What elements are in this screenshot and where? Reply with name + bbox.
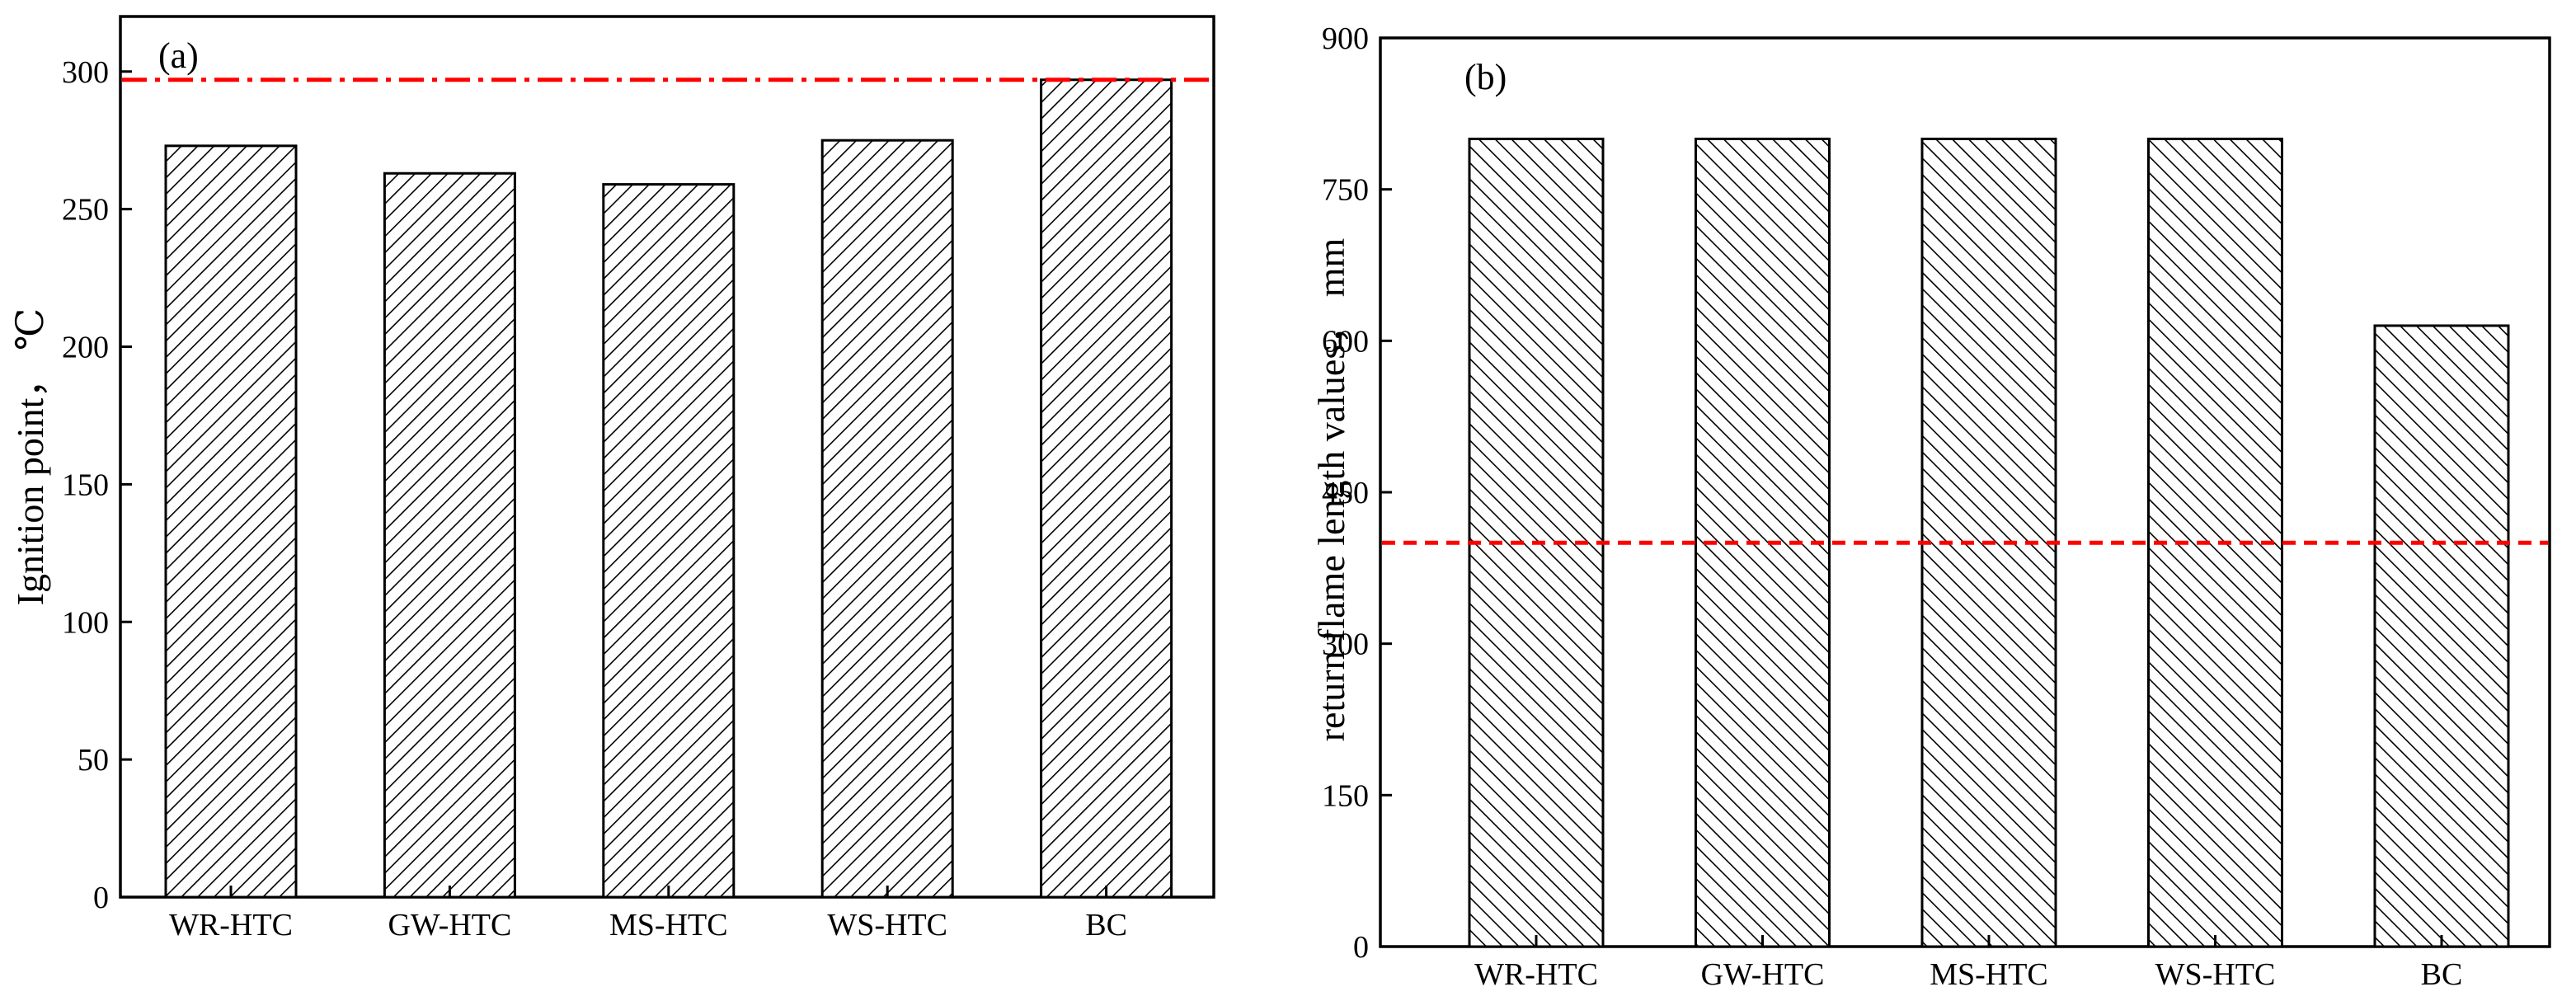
panel-b-xtick-label: WR-HTC xyxy=(1474,957,1598,992)
panel-b-ytick-label: 750 xyxy=(1322,173,1369,208)
panel-a-xtick-label: BC xyxy=(1085,908,1127,942)
panel-b-label: (b) xyxy=(1464,57,1507,97)
panel-a-xtick-label: GW-HTC xyxy=(388,908,511,942)
panel-a-ytick-label: 300 xyxy=(62,55,109,90)
panel-b-xtick-label: GW-HTC xyxy=(1701,957,1825,992)
panel-a-xtick-label: WR-HTC xyxy=(169,908,293,942)
panel-b-ytick-label: 150 xyxy=(1322,778,1369,813)
panel-b-xtick-label: MS-HTC xyxy=(1930,957,2048,992)
panel-b-bar-bc xyxy=(2373,324,2510,948)
panel-b-chart: 0 150 300 450 600 750 900 WR-HTC GW-HTC MS-HTC WS… xyxy=(1310,21,2551,992)
panel-b-ytick-label: 300 xyxy=(1322,627,1369,662)
panel-a-ylabel: Ignition point， ℃ xyxy=(9,308,51,606)
panel-b-ylabel: return flame length values， mm xyxy=(1310,237,1352,741)
panel-a-xtick-label: MS-HTC xyxy=(609,908,728,942)
panel-b-bar-gw-htc xyxy=(1695,137,1831,948)
panel-a-ytick-label: 100 xyxy=(62,605,109,640)
panel-b-ytick-label: 0 xyxy=(1353,930,1369,965)
panel-a-ytick-label: 250 xyxy=(62,193,109,228)
panel-b-bar-ws-htc xyxy=(2147,137,2283,948)
panel-a-chart: 0 50 100 150 200 250 300 WR-HTC GW-HTC MS-HTC WS-… xyxy=(9,15,1215,942)
panel-a-bar-bc xyxy=(1040,78,1173,899)
panel-a-bar-ws-htc xyxy=(820,139,954,899)
panel-b-ytick-label: 600 xyxy=(1322,324,1369,359)
panel-b-ytick-label: 900 xyxy=(1322,21,1369,56)
panel-a-label: (a) xyxy=(158,35,199,76)
panel-a-bar-ms-htc xyxy=(602,183,736,899)
panel-a-bar-wr-htc xyxy=(164,144,298,899)
panel-a-ytick-label: 50 xyxy=(78,743,109,778)
panel-b-ytick-label: 450 xyxy=(1322,476,1369,510)
panel-b-xtick-label: BC xyxy=(2421,957,2463,992)
panel-a-xtick-label: WS-HTC xyxy=(827,908,947,942)
panel-a-bar-gw-htc xyxy=(383,172,516,899)
panel-a-ytick-label: 150 xyxy=(62,468,109,502)
panel-a-ytick-label: 200 xyxy=(62,331,109,365)
panel-b-xtick-label: WS-HTC xyxy=(2155,957,2276,992)
panel-a-ytick-label: 0 xyxy=(93,881,109,915)
